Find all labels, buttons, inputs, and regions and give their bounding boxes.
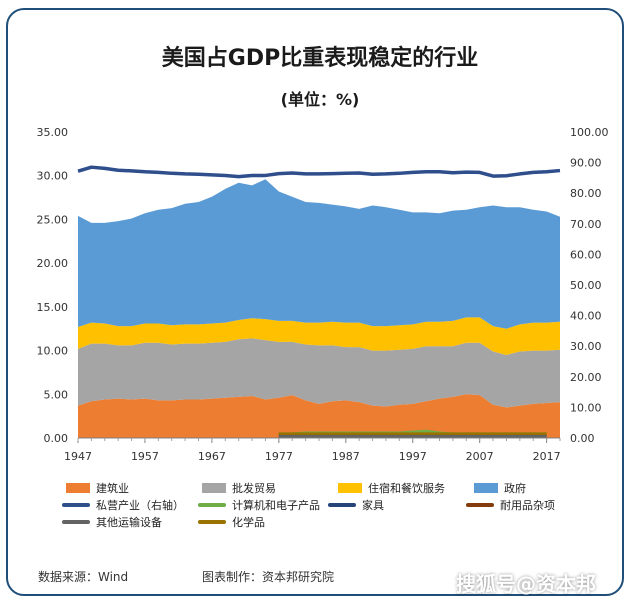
- y-right-tick-label: 100.00: [570, 126, 609, 139]
- legend-item-misc-durable: 耐用品杂项: [466, 497, 555, 513]
- y-right-tick-label: 30.00: [570, 340, 602, 353]
- legend-label: 计算机和电子产品: [232, 499, 320, 512]
- x-tick-label: 2007: [466, 450, 494, 463]
- y-left-tick-label: 15.00: [37, 301, 69, 314]
- y-right-tick-label: 20.00: [570, 371, 602, 384]
- legend-item-computer: 计算机和电子产品: [198, 497, 320, 513]
- legend-label: 建筑业: [96, 482, 129, 495]
- legend-label: 家具: [362, 499, 384, 512]
- legend-line: [328, 503, 356, 507]
- legend-item-chemicals: 化学品: [198, 514, 265, 530]
- legend-label: 化学品: [232, 516, 265, 529]
- legend-label: 批发贸易: [232, 482, 276, 495]
- legend-label: 住宿和餐饮服务: [368, 482, 445, 495]
- chart-subtitle: (单位：%): [280, 90, 360, 109]
- x-tick-label: 1987: [332, 450, 360, 463]
- y-left-tick-label: 25.00: [37, 213, 69, 226]
- y-right-tick-label: 10.00: [570, 401, 602, 414]
- y-right-tick-label: 60.00: [570, 248, 602, 261]
- area-series-1: [78, 338, 560, 408]
- y-left-tick-label: 30.00: [37, 170, 69, 183]
- legend-label: 私营产业（右轴）: [96, 499, 184, 512]
- legend-line: [198, 503, 226, 507]
- y-right-tick-label: 70.00: [570, 218, 602, 231]
- x-tick-label: 1977: [265, 450, 293, 463]
- legend-item-other-transport: 其他运输设备: [62, 514, 162, 530]
- watermark: 搜狐号@资本邦: [456, 572, 596, 596]
- area-series-2: [78, 317, 560, 355]
- y-left-tick-label: 0.00: [44, 432, 69, 445]
- y-right-tick-label: 80.00: [570, 187, 602, 200]
- legend-label: 其他运输设备: [96, 516, 162, 529]
- y-left-tick-label: 35.00: [37, 126, 69, 139]
- x-tick-label: 1997: [399, 450, 427, 463]
- legend-item-government: 政府: [474, 480, 526, 496]
- legend-swatch: [66, 483, 90, 493]
- y-right-tick-label: 0.00: [570, 432, 595, 445]
- legend-swatch: [338, 483, 362, 493]
- line-series-0: [77, 165, 561, 179]
- area-series-3: [78, 179, 560, 329]
- source-note: 数据来源：Wind: [38, 570, 129, 584]
- legend-line: [62, 503, 90, 507]
- maker-note: 图表制作：资本邦研究院: [202, 570, 335, 584]
- y-right-tick-label: 40.00: [570, 310, 602, 323]
- y-right-tick-label: 50.00: [570, 279, 602, 292]
- x-tick-label: 1957: [131, 450, 159, 463]
- legend-item-wholesale: 批发贸易: [202, 480, 276, 496]
- x-tick-label: 2017: [533, 450, 561, 463]
- legend-line: [198, 520, 226, 524]
- legend-item-construction: 建筑业: [66, 480, 129, 496]
- legend-label: 政府: [504, 482, 526, 495]
- legend-line: [62, 520, 90, 524]
- y-left-tick-label: 20.00: [37, 257, 69, 270]
- legend-line: [466, 503, 494, 507]
- legend-label: 耐用品杂项: [500, 499, 555, 512]
- y-left-tick-label: 10.00: [37, 345, 69, 358]
- legend-item-private: 私营产业（右轴）: [62, 497, 184, 513]
- legend-swatch: [474, 483, 498, 493]
- legend-item-accommodation: 住宿和餐饮服务: [338, 480, 445, 496]
- area-series-0: [78, 394, 560, 438]
- legend-item-furniture: 家具: [328, 497, 384, 513]
- x-tick-label: 1947: [64, 450, 92, 463]
- legend-swatch: [202, 483, 226, 493]
- y-right-tick-label: 90.00: [570, 157, 602, 170]
- y-left-tick-label: 5.00: [44, 388, 69, 401]
- chart-title: 美国占GDP比重表现稳定的行业: [161, 46, 479, 71]
- x-tick-label: 1967: [198, 450, 226, 463]
